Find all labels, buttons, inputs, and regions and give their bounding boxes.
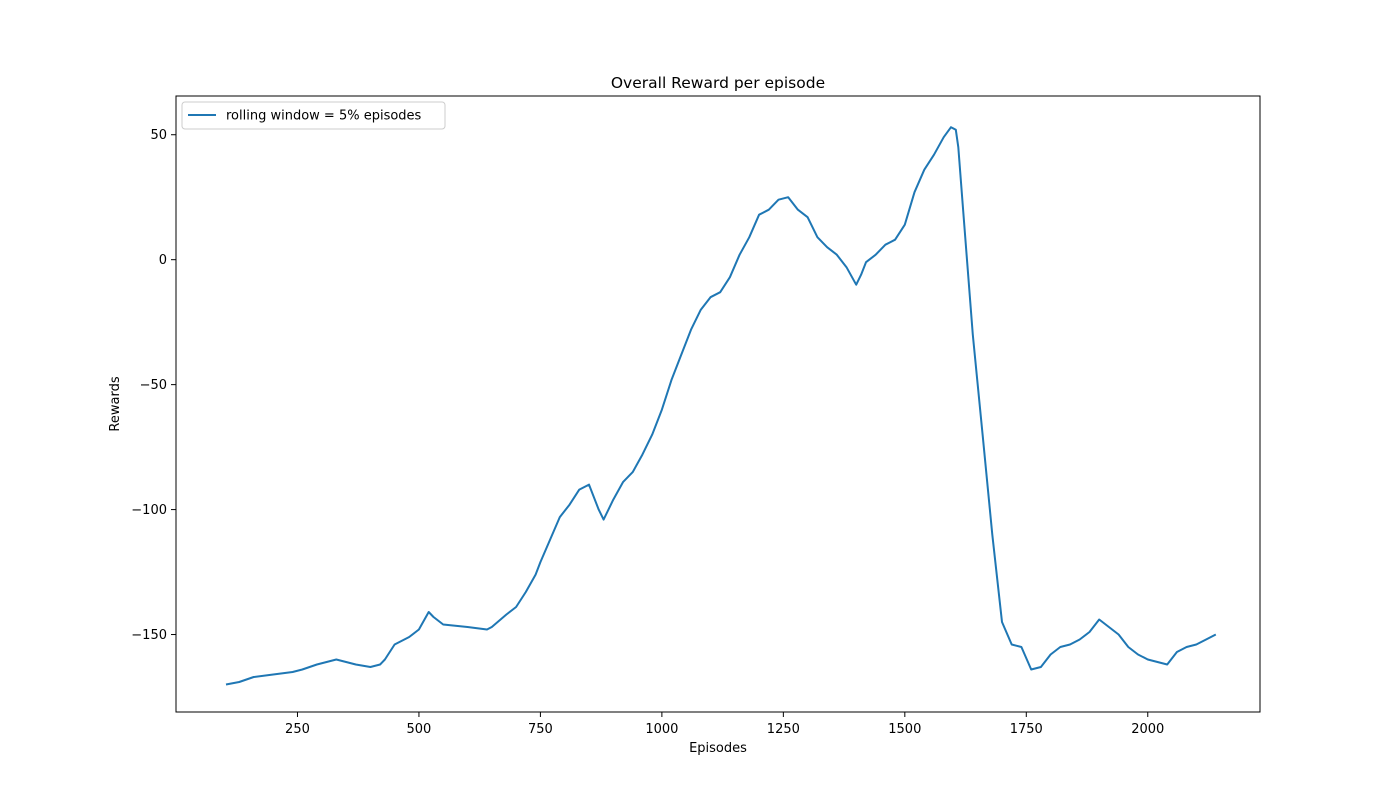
x-tick-label: 750 bbox=[528, 722, 553, 737]
chart-title: Overall Reward per episode bbox=[611, 74, 825, 92]
x-tick-label: 1250 bbox=[767, 722, 800, 737]
x-axis-label: Episodes bbox=[689, 741, 747, 756]
x-tick-label: 500 bbox=[407, 722, 432, 737]
plot-area-frame bbox=[175, 95, 1261, 713]
x-tick-label: 2000 bbox=[1131, 722, 1164, 737]
y-tick-label: −50 bbox=[140, 378, 167, 393]
x-tick-label: 250 bbox=[285, 722, 310, 737]
x-tick-label: 1000 bbox=[645, 722, 678, 737]
legend-label: rolling window = 5% episodes bbox=[226, 109, 422, 124]
series-line-0 bbox=[225, 126, 1217, 686]
legend: rolling window = 5% episodes bbox=[181, 101, 446, 130]
y-tick-label: 50 bbox=[150, 128, 167, 143]
y-tick-label: −100 bbox=[131, 503, 167, 518]
y-tick-label: 0 bbox=[159, 253, 167, 268]
legend-box bbox=[181, 101, 446, 130]
y-axis-label: Rewards bbox=[108, 376, 123, 431]
y-tick-label: −150 bbox=[131, 628, 167, 643]
x-tick-label: 1500 bbox=[888, 722, 921, 737]
x-tick-label: 1750 bbox=[1010, 722, 1043, 737]
